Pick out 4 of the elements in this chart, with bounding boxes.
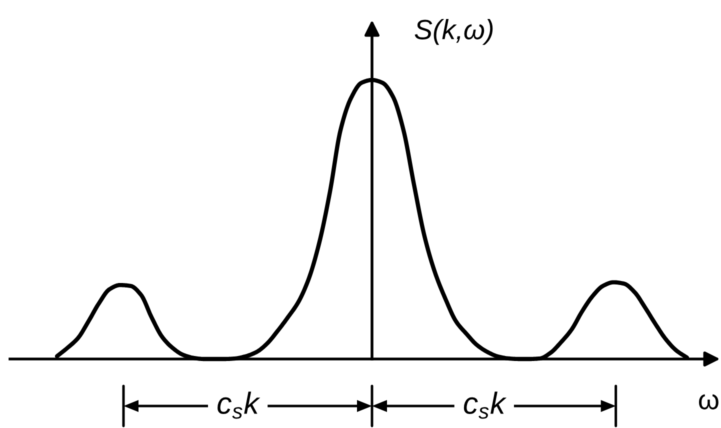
text: c$_{s}$k <box>464 392 507 419</box>
y-axis-title: S(k,ω) <box>414 19 493 45</box>
x-axis-title: ω <box>698 394 718 410</box>
text: c$_{s}$k <box>218 392 260 419</box>
